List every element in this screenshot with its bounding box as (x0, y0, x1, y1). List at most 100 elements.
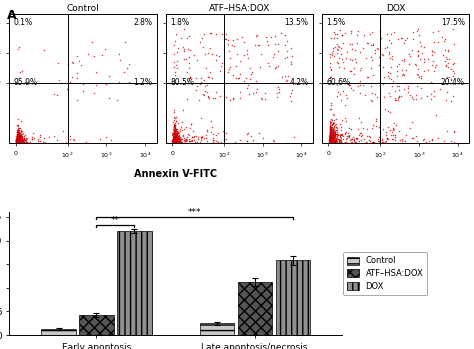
Point (170, 140, 178, 146)
Point (326, 130, 334, 135)
Point (170, 138, 178, 143)
Point (357, 120, 365, 125)
Point (15, 139, 22, 145)
Point (14, 139, 21, 145)
Point (186, 125, 194, 131)
Point (189, 134, 196, 140)
Point (327, 101, 335, 106)
Point (14, 140, 21, 146)
Point (240, 52, 248, 57)
Point (328, 139, 336, 144)
Point (443, 57, 451, 62)
Point (326, 138, 334, 143)
Point (216, 53, 223, 58)
Point (328, 128, 336, 134)
Point (392, 137, 399, 142)
Point (182, 136, 189, 142)
Point (415, 74, 423, 80)
Point (170, 131, 178, 137)
Point (15, 137, 23, 142)
Point (393, 73, 401, 79)
Point (170, 132, 178, 137)
Point (16, 138, 24, 143)
Point (14, 138, 21, 143)
Point (171, 139, 178, 144)
Point (170, 138, 177, 144)
Point (283, 38, 291, 44)
Point (328, 139, 335, 144)
Point (171, 136, 179, 142)
Point (326, 120, 334, 125)
Point (442, 54, 450, 60)
Point (424, 67, 431, 73)
Point (353, 59, 360, 65)
Point (14, 138, 22, 144)
Point (204, 94, 212, 100)
Point (15, 139, 22, 145)
Point (15, 134, 23, 140)
Point (14, 140, 21, 146)
Point (14, 140, 21, 146)
Point (197, 115, 204, 120)
Point (327, 135, 334, 141)
Point (14, 140, 21, 146)
Point (451, 42, 458, 47)
Point (170, 139, 178, 145)
Point (171, 140, 179, 145)
Point (14, 139, 22, 145)
Point (171, 134, 179, 140)
Point (171, 131, 178, 136)
Point (16, 140, 23, 145)
Point (441, 59, 449, 64)
Point (14, 139, 22, 144)
Point (327, 133, 335, 139)
Point (327, 139, 334, 145)
Point (329, 131, 337, 137)
Point (15, 139, 22, 145)
Point (342, 115, 349, 121)
Point (328, 132, 336, 138)
Point (171, 135, 179, 141)
Point (16, 125, 23, 131)
Point (173, 130, 181, 135)
Point (326, 139, 334, 145)
Point (406, 80, 414, 86)
Point (201, 83, 209, 89)
Point (326, 139, 334, 145)
Point (170, 130, 177, 135)
Point (15, 139, 22, 145)
Point (15, 136, 23, 142)
Point (337, 45, 345, 51)
Point (247, 72, 255, 77)
Point (393, 83, 401, 89)
Point (170, 139, 178, 144)
Point (445, 75, 453, 80)
Point (187, 75, 194, 81)
Point (331, 131, 339, 136)
Point (71, 137, 78, 142)
Point (17, 136, 24, 142)
Point (327, 137, 334, 143)
Point (175, 139, 183, 144)
Text: 60.6%: 60.6% (326, 79, 350, 88)
Point (116, 51, 123, 57)
Point (171, 136, 178, 141)
Point (200, 92, 207, 98)
Point (170, 77, 178, 82)
Point (14, 140, 21, 146)
Point (185, 65, 192, 71)
Point (329, 134, 337, 140)
Point (334, 131, 342, 136)
Point (18, 140, 26, 146)
Point (14, 140, 21, 146)
Point (264, 42, 272, 47)
Point (14, 139, 21, 144)
Point (171, 135, 178, 140)
Point (170, 138, 177, 144)
Point (335, 136, 342, 142)
Point (174, 138, 182, 144)
Point (353, 135, 360, 141)
Point (329, 139, 337, 144)
Point (331, 138, 338, 143)
Point (186, 54, 193, 60)
